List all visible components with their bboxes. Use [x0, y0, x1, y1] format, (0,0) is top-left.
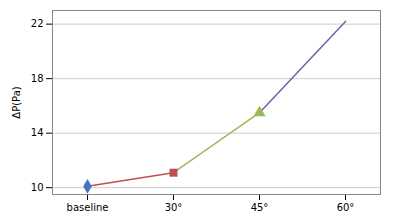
svg-text:14: 14 [31, 127, 44, 138]
svg-text:baseline: baseline [67, 202, 109, 213]
svg-text:60°: 60° [337, 202, 355, 213]
svg-text:18: 18 [31, 73, 44, 84]
svg-text:30°: 30° [165, 202, 183, 213]
svg-text:45°: 45° [251, 202, 269, 213]
svg-text:22: 22 [31, 18, 44, 29]
svg-text:ΔP(Pa): ΔP(Pa) [11, 86, 22, 118]
svg-text:10: 10 [31, 182, 44, 193]
